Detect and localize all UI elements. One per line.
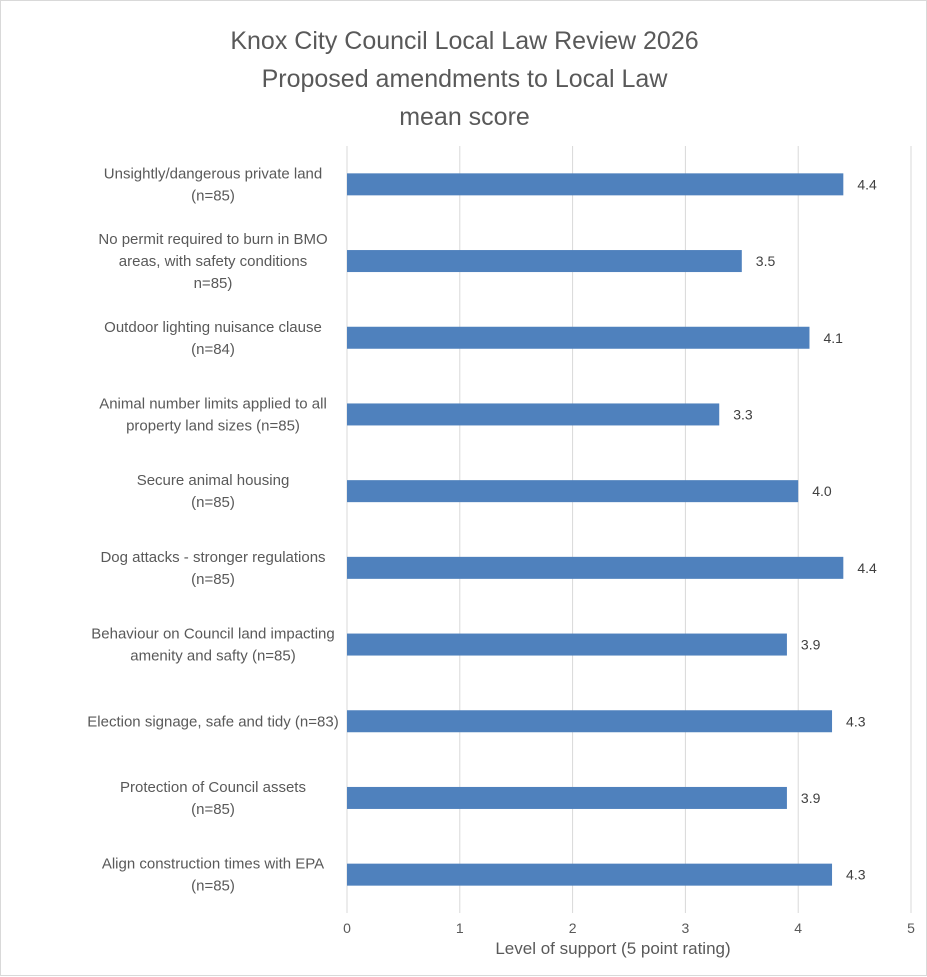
category-label-4-0: Secure animal housing: [137, 472, 290, 489]
bar-9: [347, 863, 833, 886]
category-label-5-1: (n=85): [191, 571, 235, 588]
category-label-5-0: Dog attacks - stronger regulations: [100, 549, 325, 566]
category-label-3-0: Animal number limits applied to all: [99, 395, 327, 412]
category-label-9-0: Align construction times with EPA: [102, 856, 324, 873]
data-label-6: 3.9: [801, 637, 821, 653]
bar-8: [347, 786, 787, 809]
category-label-1-2: n=85): [194, 275, 233, 292]
category-label-7-0: Election signage, safe and tidy (n=83): [87, 713, 338, 730]
bar-1: [347, 250, 742, 273]
chart-title-line-1: Knox City Council Local Law Review 2026: [230, 27, 699, 55]
data-label-4: 4.0: [812, 483, 832, 499]
category-label-6-1: amenity and safty (n=85): [130, 648, 296, 665]
category-label-2-0: Outdoor lighting nuisance clause: [104, 319, 322, 336]
data-label-2: 4.1: [823, 330, 843, 346]
category-label-3-1: property land sizes (n=85): [126, 417, 300, 434]
data-label-3: 3.3: [733, 406, 753, 422]
data-label-8: 3.9: [801, 790, 821, 806]
category-label-2-1: (n=84): [191, 341, 235, 358]
bar-2: [347, 326, 810, 349]
chart-title-line-3: mean score: [399, 103, 530, 131]
data-label-1: 3.5: [756, 253, 776, 269]
bar-6: [347, 633, 787, 656]
data-label-9: 4.3: [846, 867, 866, 883]
category-label-9-1: (n=85): [191, 878, 235, 895]
bar-3: [347, 403, 720, 426]
x-tick-label-4: 4: [794, 920, 802, 936]
category-label-8-0: Protection of Council assets: [120, 779, 306, 796]
chart-title-line-2: Proposed amendments to Local Law: [261, 65, 668, 93]
category-label-4-1: (n=85): [191, 494, 235, 511]
category-label-0-0: Unsightly/dangerous private land: [104, 165, 322, 182]
bar-5: [347, 556, 844, 579]
data-label-5: 4.4: [857, 560, 877, 576]
category-label-1-1: areas, with safety conditions: [119, 253, 307, 270]
x-tick-label-3: 3: [682, 920, 690, 936]
bar-0: [347, 173, 844, 196]
bar-4: [347, 480, 799, 503]
category-label-0-1: (n=85): [191, 187, 235, 204]
category-label-8-1: (n=85): [191, 801, 235, 818]
bar-7: [347, 710, 833, 733]
data-label-7: 4.3: [846, 713, 866, 729]
category-label-6-0: Behaviour on Council land impacting: [91, 626, 334, 643]
x-tick-label-2: 2: [569, 920, 577, 936]
category-label-1-0: No permit required to burn in BMO: [98, 231, 327, 248]
x-tick-label-0: 0: [343, 920, 351, 936]
x-axis-title: Level of support (5 point rating): [495, 939, 730, 958]
x-tick-label-5: 5: [907, 920, 915, 936]
data-label-0: 4.4: [857, 176, 877, 192]
x-tick-label-1: 1: [456, 920, 464, 936]
